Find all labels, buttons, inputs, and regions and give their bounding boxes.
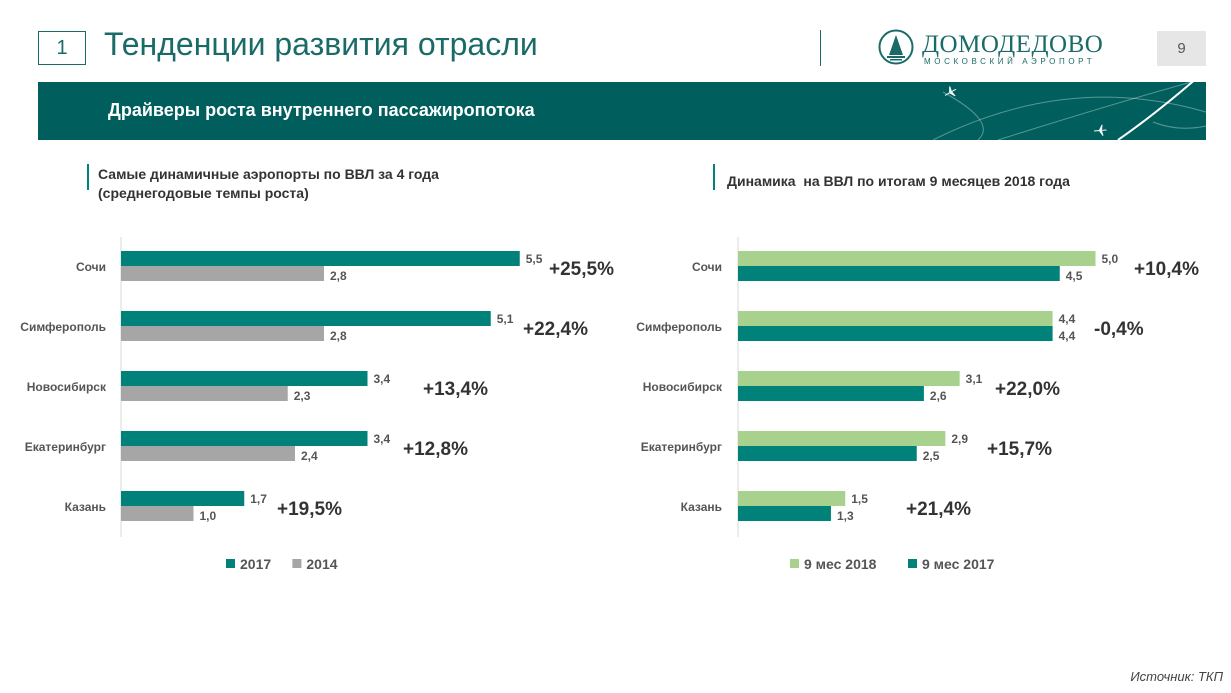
chart1-legend-label: 2017 — [240, 556, 271, 572]
left-heading-line2: (среднегодовые темпы роста) — [98, 185, 309, 201]
chart2-bar — [738, 266, 1060, 281]
chart2-bar — [738, 446, 917, 461]
chart1-bar — [121, 251, 520, 266]
chart2-category-label: Симферополь — [636, 320, 722, 334]
chart1-category-label: Симферополь — [20, 320, 106, 334]
chart1-bar — [121, 326, 324, 341]
page-title: Тенденции развития отрасли — [104, 26, 538, 62]
chart2-legend-swatch — [790, 559, 799, 568]
chart2-growth-annotation: +21,4% — [906, 499, 971, 520]
header-divider — [820, 30, 821, 66]
chart1-bar — [121, 431, 368, 446]
chart2-data-label: 1,3 — [837, 509, 854, 523]
chart1-data-label: 5,5 — [526, 252, 543, 266]
chart2-data-label: 2,5 — [923, 449, 940, 463]
chart1-growth-annotation: +22,4% — [523, 319, 588, 340]
chart2-category-label: Казань — [681, 500, 722, 514]
chart1-growth-annotation: +12,8% — [403, 439, 468, 460]
chart1-legend-label: 2014 — [306, 556, 337, 572]
chart1-data-label: 5,1 — [497, 312, 514, 326]
chart2-data-label: 3,1 — [966, 372, 983, 386]
right-chart-heading: Динамика на ВВЛ по итогам 9 месяцев 2018… — [727, 173, 1070, 189]
chart2-bar — [738, 491, 846, 506]
logo-name: ДОМОДЕДОВО — [922, 31, 1104, 58]
chart1-growth-annotation: +19,5% — [277, 499, 342, 520]
section-number: 1 — [38, 31, 86, 65]
airplane-icon — [1094, 124, 1108, 136]
chart1-growth-annotation: +13,4% — [423, 379, 488, 400]
chart1-bar — [121, 266, 324, 281]
chart1-category-label: Екатеринбург — [25, 440, 106, 454]
chart2-bar — [738, 326, 1053, 341]
chart2-legend-label: 9 мес 2017 — [922, 556, 995, 572]
chart1-data-label: 2,8 — [330, 269, 347, 283]
chart1-category-label: Казань — [65, 500, 106, 514]
chart1-bar — [121, 311, 491, 326]
chart2-bar — [738, 311, 1053, 326]
chart1-legend-swatch — [292, 559, 302, 568]
chart2-bar — [738, 371, 960, 386]
chart1-legend-swatch — [226, 559, 235, 568]
chart2-legend-swatch — [908, 559, 917, 568]
chart2-data-label: 4,4 — [1059, 329, 1076, 343]
chart2-data-label: 2,9 — [951, 432, 968, 446]
chart1-data-label: 2,8 — [330, 329, 347, 343]
flight-path-decoration — [932, 82, 1206, 140]
chart1-data-label: 2,4 — [301, 449, 318, 463]
airport-emblem-icon — [878, 29, 914, 65]
source-note: Источник: ТКП — [1130, 669, 1223, 684]
chart1-data-label: 1,7 — [250, 492, 267, 506]
chart2-category-label: Сочи — [692, 260, 722, 274]
chart2-data-label: 2,6 — [930, 389, 947, 403]
logo-subtitle: МОСКОВСКИЙ АЭРОПОРТ — [924, 57, 1096, 66]
chart1-data-label: 3,4 — [374, 372, 391, 386]
left-chart-heading: Самые динамичные аэропорты по ВВЛ за 4 г… — [98, 165, 439, 203]
airplane-icon — [944, 86, 957, 97]
chart2-data-label: 5,0 — [1102, 252, 1119, 266]
chart2-category-label: Екатеринбург — [641, 440, 722, 454]
chart1-data-label: 1,0 — [200, 509, 217, 523]
page-number: 9 — [1157, 31, 1206, 66]
chart2-legend-label: 9 мес 2018 — [804, 556, 877, 572]
banner-title: Драйверы роста внутреннего пассажиропото… — [108, 100, 535, 120]
chart1-bar — [121, 371, 368, 386]
chart2-bar — [738, 431, 946, 446]
left-heading-accent — [87, 164, 89, 190]
domodedovo-logo: ДОМОДЕДОВО МОСКОВСКИЙ АЭРОПОРТ — [878, 29, 1138, 71]
left-heading-line1: Самые динамичные аэропорты по ВВЛ за 4 г… — [98, 166, 439, 182]
section-banner: Драйверы роста внутреннего пассажиропото… — [38, 82, 1206, 140]
chart1-category-label: Сочи — [76, 260, 106, 274]
chart1-growth-annotation: +25,5% — [549, 259, 614, 280]
chart2-growth-annotation: +10,4% — [1134, 259, 1199, 280]
chart2-growth-annotation: +15,7% — [987, 439, 1052, 460]
chart1-bar — [121, 386, 288, 401]
chart2-growth-annotation: -0,4% — [1094, 319, 1144, 340]
chart2-category-label: Новосибирск — [643, 380, 723, 394]
chart1-bar — [121, 446, 295, 461]
chart2-bar — [738, 506, 831, 521]
chart2-data-label: 4,4 — [1059, 312, 1076, 326]
chart2-growth-annotation: +22,0% — [995, 379, 1060, 400]
chart2-data-label: 4,5 — [1066, 269, 1083, 283]
chart2-bar — [738, 386, 924, 401]
chart1-category-label: Новосибирск — [27, 380, 107, 394]
chart1-data-label: 2,3 — [294, 389, 311, 403]
chart1-data-label: 3,4 — [374, 432, 391, 446]
chart1-bar — [121, 491, 245, 506]
chart2-data-label: 1,5 — [851, 492, 868, 506]
right-heading-accent — [713, 164, 715, 190]
chart1-bar — [121, 506, 194, 521]
chart2-bar — [738, 251, 1096, 266]
